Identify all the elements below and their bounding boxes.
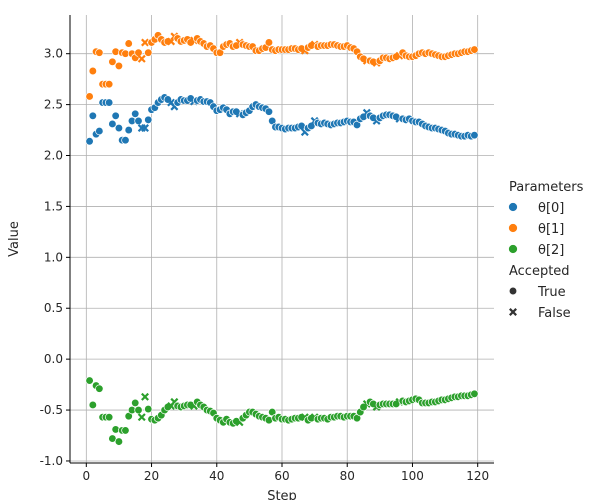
legend-title-parameters: Parameters — [509, 180, 584, 195]
data-point-series-1 — [108, 57, 117, 66]
data-point-series-0 — [114, 123, 124, 133]
legend: Parameters Accepted θ[0] θ[1] θ[2] True Fals… — [508, 180, 584, 321]
y-tick-label: 2.5 — [44, 98, 63, 112]
legend-entry-label: θ[1] — [538, 222, 564, 237]
y-tick-label: -0.5 — [40, 403, 63, 417]
legend-entry-label: θ[0] — [538, 201, 564, 216]
y-tick-label: 1.5 — [44, 199, 63, 213]
data-point-series-1 — [137, 54, 146, 63]
data-point-series-2 — [131, 398, 140, 408]
y-axis-label: Value — [7, 221, 22, 257]
data-point-series-2 — [134, 405, 143, 415]
data-point-series-0 — [124, 125, 133, 135]
x-axis-label: Step — [267, 489, 297, 500]
legend-marker-false — [509, 308, 517, 316]
x-tick-label: 0 — [82, 469, 90, 483]
x-tick-label: 120 — [466, 469, 489, 483]
data-points — [85, 31, 479, 446]
data-point-series-0 — [264, 107, 274, 116]
x-tick-label: 80 — [340, 469, 355, 483]
data-point-series-0 — [88, 111, 97, 120]
data-point-series-0 — [95, 126, 104, 136]
y-tick-label: 0.5 — [44, 301, 63, 315]
data-point-series-2 — [88, 400, 97, 410]
data-point-series-2 — [95, 384, 104, 393]
data-point-series-2 — [85, 376, 94, 385]
data-point-series-1 — [264, 38, 274, 47]
data-point-series-1 — [134, 48, 143, 57]
legend-marker-series-1 — [508, 223, 518, 233]
data-point-series-1 — [85, 92, 94, 101]
data-point-series-0 — [85, 137, 94, 146]
data-point-series-0 — [108, 119, 117, 129]
x-tick-label: 100 — [401, 469, 424, 483]
legend-marker-series-2 — [508, 244, 518, 254]
data-point-series-2 — [137, 413, 146, 422]
data-point-series-0 — [131, 109, 140, 118]
x-tick-label: 20 — [144, 469, 159, 483]
data-point-series-0 — [141, 124, 149, 132]
legend-title-accepted: Accepted — [509, 264, 570, 279]
y-tick-label: 3.0 — [44, 47, 63, 61]
data-point-series-0 — [470, 130, 479, 140]
data-point-series-1 — [114, 61, 124, 71]
axes: 0 20 40 60 80 100 120 -1.0 -0.5 0.0 0.5 1.0 1.5 2.0 2.… — [40, 15, 494, 483]
legend-entry-label: False — [538, 306, 571, 321]
data-point-series-0 — [121, 136, 130, 145]
data-point-series-2 — [144, 404, 153, 414]
y-tick-label: -1.0 — [40, 454, 63, 468]
data-point-series-0 — [111, 111, 120, 120]
legend-marker-series-0 — [508, 202, 518, 212]
data-point-series-2 — [104, 413, 114, 422]
y-tick-label: 1.0 — [44, 250, 63, 264]
legend-entry-label: True — [537, 285, 566, 300]
x-tick-label: 40 — [209, 469, 224, 483]
data-point-series-2 — [470, 389, 479, 398]
data-point-series-1 — [141, 38, 149, 47]
data-point-series-2 — [114, 437, 124, 446]
data-point-series-1 — [470, 45, 479, 54]
y-tick-label: 0.0 — [44, 352, 63, 366]
data-point-series-1 — [144, 48, 153, 57]
data-point-series-1 — [104, 80, 114, 89]
data-point-series-2 — [121, 426, 130, 435]
data-point-series-1 — [95, 48, 104, 57]
y-tick-label: 2.0 — [44, 149, 63, 163]
grid — [70, 15, 494, 463]
data-point-series-0 — [104, 98, 114, 107]
data-point-series-0 — [134, 116, 143, 126]
legend-entry-label: θ[2] — [538, 243, 564, 258]
data-point-series-0 — [144, 115, 153, 125]
data-point-series-1 — [88, 66, 97, 76]
data-point-series-1 — [124, 39, 133, 48]
legend-marker-true — [508, 286, 518, 296]
data-point-series-2 — [141, 392, 149, 401]
data-point-series-1 — [167, 37, 176, 46]
x-tick-label: 60 — [274, 469, 289, 483]
